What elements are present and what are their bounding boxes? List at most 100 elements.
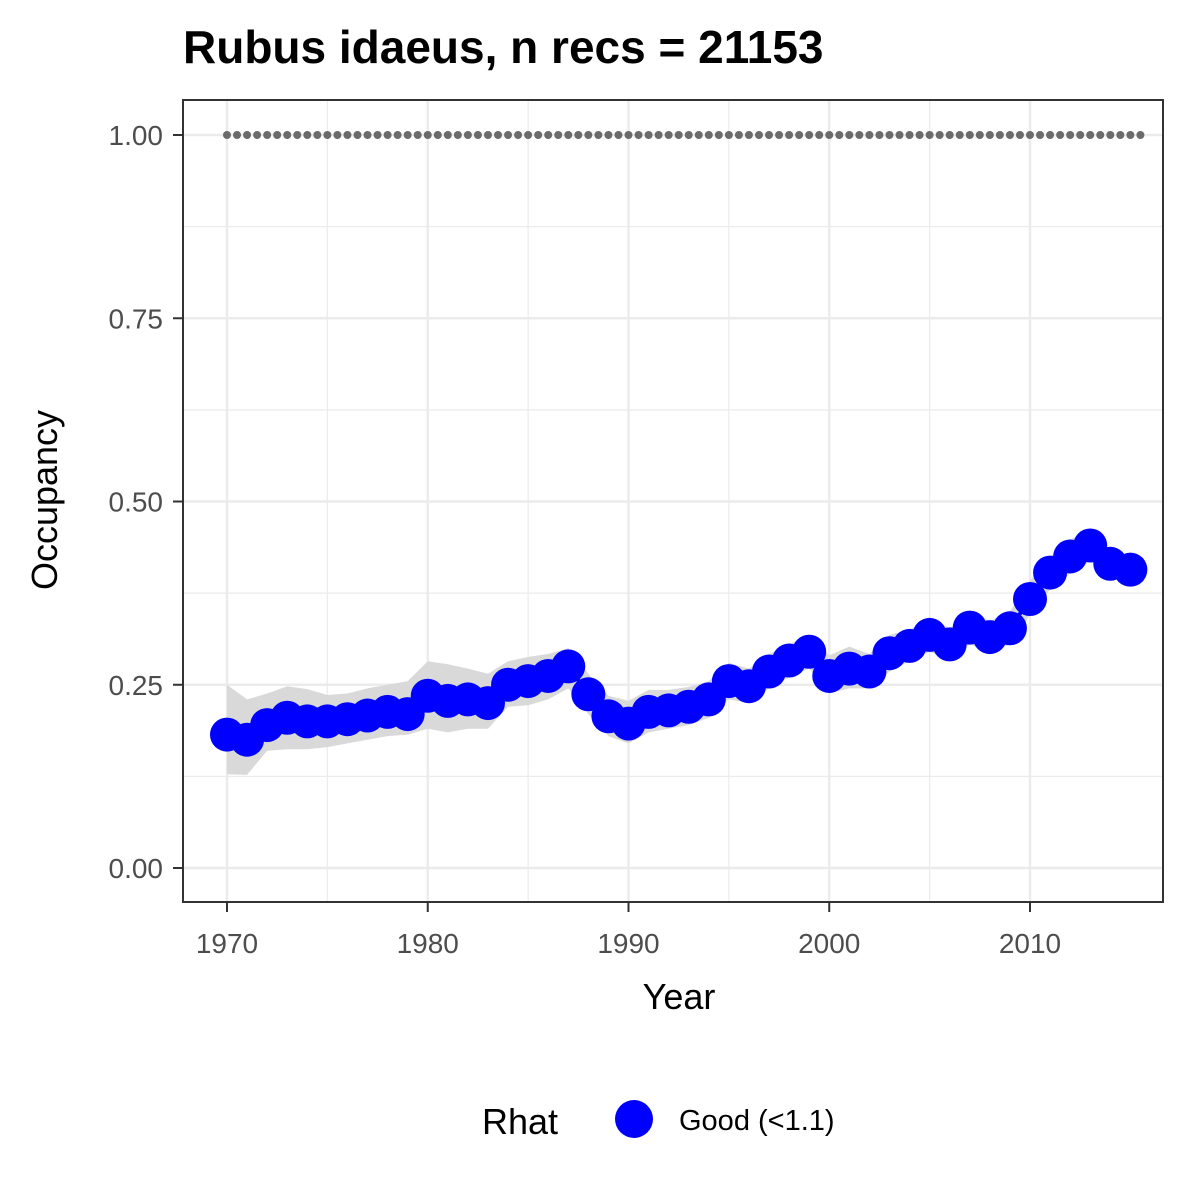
reference-dot [644, 131, 653, 139]
reference-dot [403, 131, 412, 139]
reference-dot [473, 131, 482, 139]
reference-dot [504, 131, 513, 139]
chart-title: Rubus idaeus, n recs = 21153 [183, 21, 824, 73]
reference-dot [1046, 131, 1055, 139]
data-point [551, 649, 586, 684]
legend-label-good: Good (<1.1) [679, 1105, 835, 1137]
data-point [1113, 552, 1148, 587]
reference-dot [664, 131, 673, 139]
reference-dot [263, 131, 272, 139]
reference-dot [413, 131, 422, 139]
reference-dot [373, 131, 382, 139]
reference-dot [825, 131, 834, 139]
reference-dot [945, 131, 954, 139]
reference-dot [323, 131, 332, 139]
reference-dot [423, 131, 432, 139]
reference-dot [243, 131, 252, 139]
y-axis-title: Occupancy [24, 410, 65, 590]
reference-dot [1066, 131, 1075, 139]
reference-dot [815, 131, 824, 139]
reference-dot [574, 131, 583, 139]
reference-dot [785, 131, 794, 139]
reference-dot [775, 131, 784, 139]
reference-dot [353, 131, 362, 139]
reference-dot [684, 131, 693, 139]
y-tick-label: 0.75 [109, 303, 164, 334]
reference-dot [534, 131, 543, 139]
y-axis: 0.00 0.25 0.50 0.75 1.00 [109, 120, 183, 884]
reference-dot [1026, 131, 1034, 139]
reference-dot [483, 131, 492, 139]
reference-dot [293, 131, 302, 139]
reference-dot [1056, 131, 1065, 139]
y-tick-label: 0.25 [109, 670, 164, 701]
data-point [571, 677, 606, 712]
reference-dot [805, 131, 814, 139]
reference-dot [624, 131, 633, 139]
reference-dot [915, 131, 924, 139]
reference-dot [734, 131, 743, 139]
reference-dot [584, 131, 593, 139]
reference-dot [343, 131, 352, 139]
reference-dot [1036, 131, 1045, 139]
reference-line-dotted [223, 131, 1145, 139]
reference-dot [865, 131, 874, 139]
y-tick-label: 1.00 [109, 120, 164, 151]
reference-dot [855, 131, 864, 139]
x-tick-label: 2000 [798, 928, 860, 959]
data-points [210, 528, 1148, 757]
x-axis: 1970 1980 1990 2000 2010 [196, 902, 1061, 959]
reference-dot [453, 131, 462, 139]
x-tick-label: 2010 [999, 928, 1061, 959]
reference-dot [704, 131, 713, 139]
reference-dot [494, 131, 503, 139]
x-tick-label: 1980 [397, 928, 459, 959]
reference-dot [303, 131, 312, 139]
legend-key-good [615, 1100, 653, 1138]
reference-dot [795, 131, 804, 139]
reference-dot [694, 131, 703, 139]
reference-dot [1076, 131, 1085, 139]
reference-dot [1096, 131, 1105, 139]
reference-dot [1086, 131, 1095, 139]
reference-dot [744, 131, 753, 139]
reference-dot [1136, 131, 1145, 139]
reference-dot [604, 131, 613, 139]
reference-dot [765, 131, 774, 139]
legend-title: Rhat [482, 1101, 558, 1142]
reference-dot [1116, 131, 1125, 139]
reference-dot [223, 131, 231, 139]
reference-dot [524, 131, 533, 139]
reference-dot [273, 131, 282, 139]
reference-dot [754, 131, 763, 139]
reference-dot [393, 131, 402, 139]
y-tick-label: 0.50 [109, 487, 164, 518]
reference-dot [674, 131, 683, 139]
reference-dot [463, 131, 472, 139]
reference-dot [443, 131, 452, 139]
reference-dot [724, 131, 733, 139]
reference-dot [985, 131, 994, 139]
reference-dot [253, 131, 262, 139]
reference-dot [975, 131, 984, 139]
y-tick-label: 0.00 [109, 853, 164, 884]
x-tick-label: 1970 [196, 928, 258, 959]
reference-dot [544, 131, 553, 139]
reference-dot [433, 131, 442, 139]
reference-dot [383, 131, 392, 139]
x-tick-label: 1990 [597, 928, 659, 959]
reference-dot [333, 131, 342, 139]
reference-dot [905, 131, 914, 139]
reference-dot [895, 131, 904, 139]
reference-dot [1126, 131, 1135, 139]
reference-dot [1015, 131, 1024, 139]
reference-dot [564, 131, 573, 139]
reference-dot [363, 131, 372, 139]
x-axis-title: Year [643, 976, 716, 1017]
reference-dot [283, 131, 292, 139]
reference-dot [935, 131, 944, 139]
data-point [1013, 581, 1047, 616]
reference-dot [1106, 131, 1115, 139]
reference-dot [845, 131, 854, 139]
